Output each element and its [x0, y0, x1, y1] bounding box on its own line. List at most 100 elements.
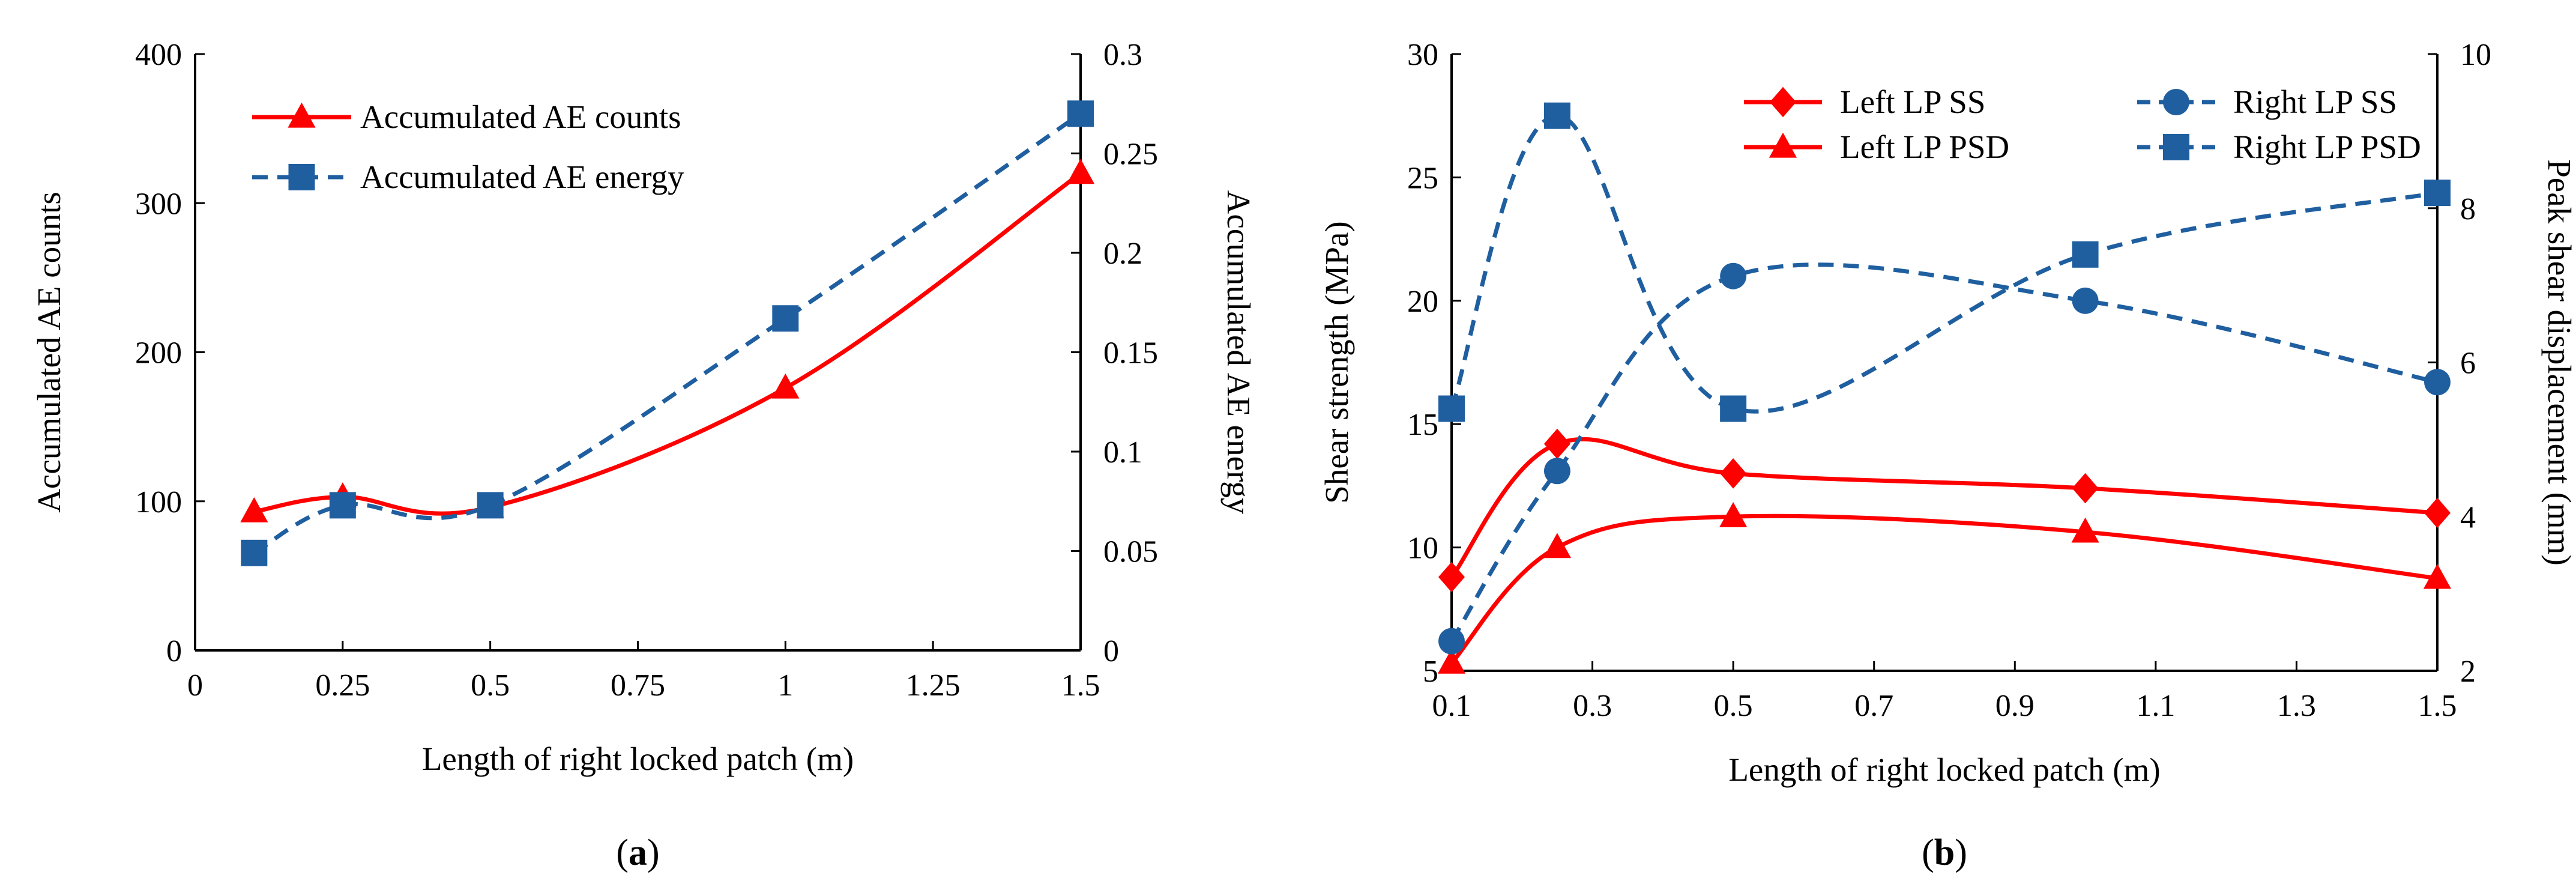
y-left-tick-label: 15 — [1407, 408, 1438, 442]
series-right-lp-psd — [1438, 102, 2451, 422]
y-left-tick-label: 300 — [135, 187, 182, 221]
data-point-square — [2424, 180, 2451, 207]
x-tick-label: 0.3 — [1573, 689, 1612, 723]
y-axis-left-label: Accumulated AE counts — [31, 192, 67, 513]
y-right-tick-label: 0.1 — [1103, 435, 1142, 470]
x-tick-label: 0 — [187, 668, 203, 703]
series-line — [1450, 262, 2438, 643]
x-tick-label: 1.25 — [906, 668, 961, 703]
data-point-diamond — [2424, 497, 2451, 528]
data-point-square — [772, 305, 799, 332]
data-point-triangle — [1437, 648, 1466, 674]
legend-marker-square — [288, 164, 315, 190]
panel-label: (a) — [616, 832, 659, 873]
legend: Left LP SS Left LP PSD Right LP SS Right LP… — [1744, 83, 2421, 165]
data-point-diamond — [1720, 458, 1747, 489]
data-point-square — [329, 492, 356, 519]
x-axis-label: Length of right locked patch (m) — [422, 740, 854, 777]
y-left-tick-label: 25 — [1407, 161, 1438, 195]
data-point-triangle — [1719, 502, 1748, 527]
legend-marker-triangle — [1769, 132, 1797, 158]
chart-panel-a: 0 0.25 0.5 0.75 1 1.25 1.5010020030040000.050.… — [31, 38, 1257, 873]
data-point-triangle — [771, 373, 800, 399]
y-right-tick-label: 0.25 — [1103, 138, 1158, 172]
y-left-tick-label: 100 — [135, 485, 182, 519]
y-right-tick-label: 0.3 — [1103, 38, 1142, 72]
y-left-tick-label: 0 — [166, 634, 182, 668]
series-line — [1450, 437, 2438, 579]
legend-marker-square — [2163, 134, 2189, 160]
y-right-tick-label: 2 — [2460, 655, 2476, 689]
legend-entry: Left LP PSD — [1840, 129, 2009, 165]
x-tick-label: 0.1 — [1432, 689, 1471, 723]
data-point-triangle — [2071, 517, 2099, 543]
x-tick-label: 0.75 — [611, 668, 665, 703]
series-left-lp-psd — [1437, 502, 2452, 674]
y-left-tick-label: 30 — [1407, 38, 1438, 72]
panel-letter: a — [629, 832, 647, 873]
y-right-tick-label: 0.15 — [1103, 336, 1158, 371]
series-line — [1450, 513, 2438, 665]
data-point-square — [1720, 395, 1747, 422]
series-right-lp-ss — [1438, 262, 2451, 655]
data-point-square — [1543, 102, 1570, 129]
series-line — [253, 171, 1082, 516]
data-point-square — [1067, 100, 1094, 127]
data-point-square — [2072, 241, 2099, 268]
x-tick-label: 0.5 — [471, 668, 510, 703]
data-point-square — [241, 539, 268, 566]
legend-marker-triangle — [288, 102, 316, 128]
y-left-tick-label: 200 — [135, 336, 182, 371]
legend-entry: Right LP PSD — [2233, 129, 2421, 165]
x-tick-label: 0.7 — [1854, 689, 1893, 723]
x-tick-label: 1.3 — [2277, 689, 2316, 723]
legend-entry: Left LP SS — [1840, 83, 1985, 120]
series-accumulated-ae-energy — [241, 100, 1094, 566]
series-left-lp-ss — [1438, 428, 2451, 593]
data-point-triangle — [1543, 533, 1572, 559]
x-axis-label: Length of right locked patch (m) — [1728, 751, 2160, 788]
data-point-circle — [1543, 458, 1570, 485]
data-point-triangle — [1066, 159, 1095, 184]
series-accumulated-ae-counts — [240, 159, 1095, 522]
y-right-tick-label: 0.2 — [1103, 237, 1142, 271]
y-right-tick-label: 8 — [2460, 192, 2476, 226]
x-tick-label: 1.1 — [2136, 689, 2175, 723]
y-right-tick-label: 10 — [2460, 38, 2491, 72]
legend-entry: Accumulated AE energy — [360, 159, 684, 195]
data-point-diamond — [1438, 562, 1465, 593]
x-tick-label: 1.5 — [2418, 689, 2457, 723]
data-point-square — [1438, 395, 1465, 422]
data-point-circle — [1438, 628, 1465, 655]
legend: Accumulated AE counts Accumulated AE ener… — [252, 98, 684, 195]
panel-label: (b) — [1922, 832, 1967, 873]
data-point-circle — [2072, 287, 2099, 314]
y-axis-right-label: Peak shear displacement (mm) — [2541, 159, 2576, 566]
y-left-tick-label: 10 — [1407, 531, 1438, 566]
y-axis-left-label: Shear strength (MPa) — [1318, 221, 1355, 503]
y-right-tick-label: 0.05 — [1103, 535, 1158, 569]
x-tick-label: 0.9 — [1995, 689, 2035, 723]
y-right-tick-label: 0 — [1103, 634, 1119, 668]
data-point-triangle — [240, 497, 268, 522]
legend-entry: Right LP SS — [2233, 83, 2397, 120]
panel-letter: b — [1934, 832, 1955, 873]
y-left-tick-label: 5 — [1423, 655, 1438, 689]
data-point-diamond — [1543, 428, 1570, 459]
data-point-circle — [2424, 369, 2451, 396]
x-tick-label: 1.5 — [1061, 668, 1100, 703]
data-point-diamond — [2072, 473, 2099, 504]
y-left-tick-label: 400 — [135, 38, 182, 72]
data-point-square — [477, 492, 504, 519]
x-tick-label: 1 — [777, 668, 793, 703]
data-point-triangle — [2423, 563, 2452, 589]
y-axis-right-label: Accumulated AE energy — [1220, 190, 1257, 515]
y-right-tick-label: 4 — [2460, 500, 2476, 534]
legend-entry: Accumulated AE counts — [360, 98, 681, 135]
data-point-circle — [1720, 262, 1747, 289]
legend-marker-diamond — [1770, 86, 1796, 118]
x-tick-label: 0.5 — [1714, 689, 1753, 723]
y-right-tick-label: 6 — [2460, 347, 2476, 381]
y-left-tick-label: 20 — [1407, 285, 1438, 319]
